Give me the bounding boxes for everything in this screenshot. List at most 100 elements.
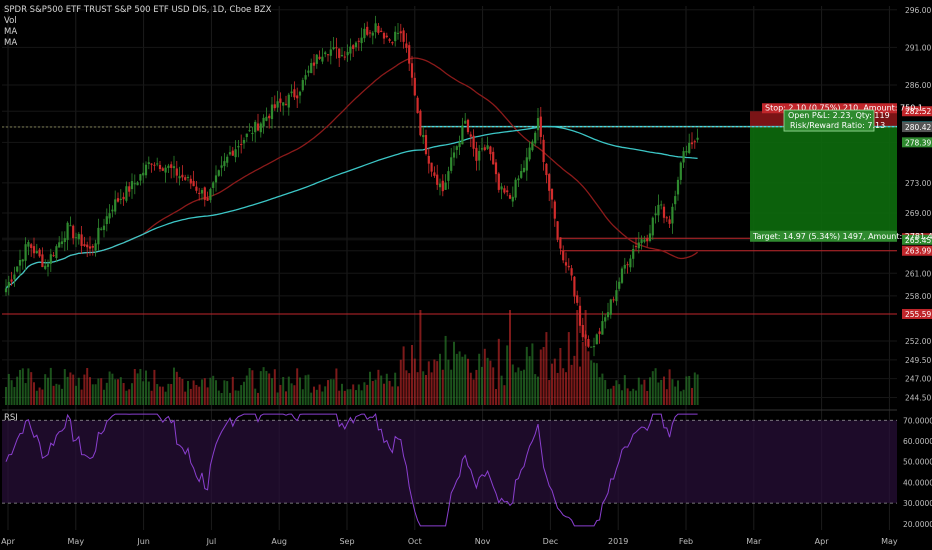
candle-body (10, 279, 13, 282)
candle-body (497, 173, 500, 190)
volume-bar (593, 362, 595, 405)
candle-body (88, 246, 92, 249)
volume-bar (663, 376, 665, 405)
candle-body (111, 209, 114, 212)
volume-bar (97, 378, 100, 405)
candle-body (536, 118, 540, 131)
candle-body (492, 151, 495, 165)
volume-bar (257, 392, 259, 405)
volume-bar (335, 368, 338, 405)
rsi-tick-label: 70.0000 (903, 416, 932, 425)
candle-body (570, 268, 573, 276)
volume-bar (192, 380, 195, 405)
candle-body (472, 135, 475, 149)
volume-bar (363, 382, 366, 405)
candle-body (531, 141, 534, 151)
volume-bar (114, 379, 117, 405)
x-tick-label: Nov (475, 537, 491, 546)
volume-bar (618, 384, 621, 405)
volume-bar (349, 389, 352, 405)
volume-bar (371, 381, 374, 405)
volume-bar (534, 374, 537, 405)
candle-body (486, 145, 489, 149)
candle-body (158, 164, 162, 170)
price-tag-label: 255.59 (905, 310, 931, 319)
candle-body (665, 217, 668, 219)
candle-body (240, 143, 243, 145)
candle-body (416, 97, 419, 114)
candle-body (153, 164, 156, 166)
candle-body (116, 198, 120, 202)
x-tick-label: May (68, 537, 85, 546)
price-tag-label: 265.45 (905, 236, 931, 245)
candle-body (382, 32, 386, 39)
volume-bar (489, 360, 492, 405)
candle-body (284, 103, 288, 105)
volume-bar (688, 375, 691, 405)
volume-bar (646, 390, 649, 405)
candle-body (478, 150, 481, 161)
candle-body (41, 254, 44, 268)
rsi-label: RSI (4, 413, 18, 423)
volume-bar (19, 369, 21, 405)
candle-body (94, 243, 97, 251)
volume-bar (514, 372, 517, 405)
volume-bar (548, 380, 551, 405)
volume-bar (391, 386, 394, 405)
volume-bar (559, 347, 562, 405)
candle-body (447, 171, 450, 181)
x-tick-label: Apr (1, 537, 16, 546)
volume-bar (21, 368, 24, 405)
volume-bar (341, 383, 343, 405)
candle-body (133, 183, 136, 185)
candle-body (422, 135, 425, 138)
candle-body (514, 179, 517, 198)
legend-ma-1: MA (4, 27, 18, 37)
volume-bar (668, 369, 671, 405)
volume-bar (338, 390, 341, 405)
candle-body (693, 141, 696, 143)
candle-body (223, 161, 226, 167)
candle-body (301, 80, 304, 91)
candle-body (394, 31, 397, 42)
volume-bar (30, 372, 33, 405)
volume-bar (58, 384, 61, 405)
volume-bar (531, 343, 534, 405)
price-tag (902, 245, 932, 256)
candle-body (259, 123, 262, 133)
candle-body (548, 174, 551, 191)
ma-slow-line (5, 125, 698, 289)
candle-body (419, 110, 422, 136)
price-tag (902, 234, 932, 245)
volume-bar (590, 360, 593, 405)
rsi-tick-label: 40.0000 (903, 478, 932, 487)
volume-bar (111, 373, 114, 405)
target-label-box (750, 230, 897, 242)
volume-bar (343, 390, 346, 405)
target-zone (750, 127, 897, 240)
candle-body (352, 45, 355, 49)
candle-body (245, 133, 248, 138)
candle-body (503, 188, 506, 193)
candle-body (534, 132, 537, 144)
candle-body (265, 116, 268, 121)
volume-bar (117, 379, 119, 405)
candle-body (354, 42, 358, 48)
volume-bar (635, 390, 637, 405)
candle-body (542, 139, 545, 162)
volume-bar (598, 377, 601, 405)
volume-bar (271, 378, 273, 405)
candle-body (335, 47, 338, 49)
moving-averages (5, 57, 698, 289)
volume-bar (587, 351, 590, 405)
candle-body (430, 162, 433, 172)
candle-body (310, 63, 313, 74)
candle-body (466, 119, 470, 133)
candle-body (217, 170, 220, 176)
volume-bar (164, 391, 167, 405)
volume-bar (369, 371, 371, 405)
candle-body (604, 317, 607, 322)
candle-body (175, 168, 178, 176)
candle-body (114, 199, 117, 212)
